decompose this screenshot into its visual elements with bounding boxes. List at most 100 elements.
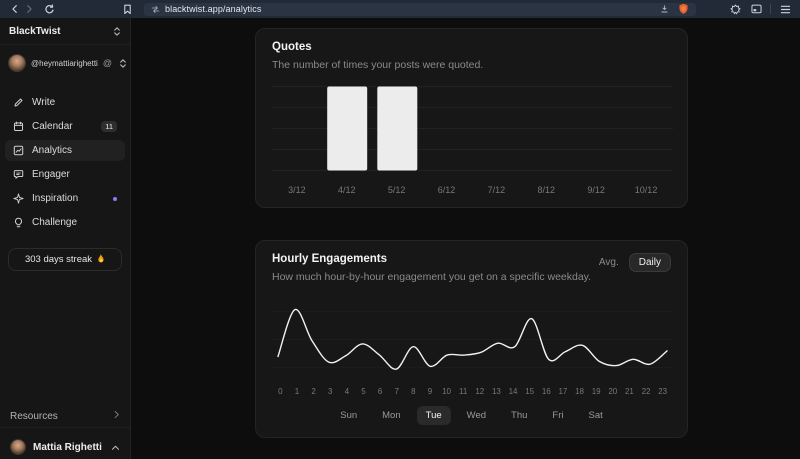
bar-x-tick: 7/12 (487, 185, 506, 195)
extensions-icon[interactable] (728, 2, 742, 16)
window-icon[interactable] (749, 2, 763, 16)
user-avatar (10, 439, 26, 455)
weekday-button-sat[interactable]: Sat (588, 410, 603, 421)
tune-icon[interactable] (150, 2, 160, 16)
chevron-up-icon (111, 438, 120, 456)
sidebar-item-label: Challenge (32, 217, 78, 228)
reload-icon[interactable] (42, 2, 56, 16)
quotes-bar-chart: 3/12 4/12 5/12 6/12 7/12 8/12 9/12 10/12 (272, 86, 673, 195)
line-x-tick: 20 (608, 387, 618, 396)
sidebar-item-label: Inspiration (32, 193, 79, 204)
line-x-tick: 23 (658, 387, 668, 396)
line-x-tick: 12 (475, 387, 485, 396)
sidebar-item-inspiration[interactable]: Inspiration (5, 188, 125, 209)
daily-toggle-option[interactable]: Daily (628, 253, 671, 272)
account-handle: @heymattiarighetti (31, 58, 98, 68)
line-x-tick: 18 (575, 387, 585, 396)
browser-toolbar: blacktwist.app/analytics (0, 0, 800, 18)
streak-label: 303 days streak (24, 254, 93, 265)
sidebar-item-label: Analytics (32, 145, 73, 156)
bar-x-tick: 6/12 (437, 185, 456, 195)
line-x-tick: 22 (641, 387, 651, 396)
sidebar-item-analytics[interactable]: Analytics (5, 140, 125, 161)
pencil-icon (13, 97, 24, 108)
line-chart-x-axis: 0 1 2 3 4 5 6 7 8 9 10 11 12 13 14 15 16 17 18 19 20 21 22 23 (272, 387, 671, 396)
line-x-tick: 8 (411, 387, 416, 396)
user-name: Mattia Righetti (33, 441, 102, 453)
line-x-tick: 2 (311, 387, 316, 396)
main-content: Quotes The number of times your posts we… (132, 18, 800, 459)
sidebar-item-label: Write (32, 97, 56, 108)
analytics-icon (13, 145, 24, 156)
hourly-line-chart: 0 1 2 3 4 5 6 7 8 9 10 11 12 13 14 15 16 17 18 19 20 21 22 23 (272, 295, 673, 396)
calendar-icon (13, 121, 24, 132)
sidebar-item-engager[interactable]: Engager (5, 164, 125, 185)
bar-x-tick: 8/12 (537, 185, 556, 195)
bar-x-tick: 9/12 (587, 185, 605, 195)
sidebar-item-write[interactable]: Write (5, 92, 125, 113)
workspace-selector[interactable]: BlackTwist (0, 18, 130, 45)
account-avatar (8, 54, 26, 72)
bookmark-icon[interactable] (120, 2, 134, 16)
sidebar-item-resources[interactable]: Resources (0, 405, 130, 427)
line-x-tick: 10 (442, 387, 452, 396)
line-x-tick: 19 (591, 387, 601, 396)
line-x-tick: 9 (427, 387, 433, 396)
weekday-selector: Sun Mon Tue Wed Thu Fri Sat (272, 406, 671, 425)
bulb-icon (13, 217, 24, 228)
hourly-title: Hourly Engagements (272, 253, 388, 265)
weekday-button-mon[interactable]: Mon (382, 410, 401, 421)
line-x-tick: 16 (541, 387, 551, 396)
user-menu[interactable]: Mattia Righetti (0, 427, 130, 459)
line-x-tick: 1 (294, 387, 300, 396)
sidebar-nav: Write Calendar 11 Analytics Engager Inspirati… (0, 92, 130, 233)
bar-x-tick: 10/12 (634, 185, 658, 195)
menu-icon[interactable] (778, 2, 792, 16)
brave-shield-icon[interactable] (676, 2, 690, 16)
hourly-engagements-card: Hourly Engagements How much hour-by-hour… (255, 240, 688, 438)
bar-x-tick: 5/12 (387, 185, 406, 195)
line-x-tick: 15 (525, 387, 535, 396)
account-selector[interactable]: @heymattiarighetti @ (0, 48, 130, 78)
bar-x-tick: 4/12 (338, 185, 356, 195)
line-x-tick: 6 (377, 387, 383, 396)
line-x-tick: 5 (361, 387, 366, 396)
weekday-button-tue[interactable]: Tue (416, 406, 451, 425)
chevron-updown-icon (113, 26, 121, 37)
line-x-tick: 11 (459, 387, 468, 396)
address-bar[interactable]: blacktwist.app/analytics (144, 2, 696, 16)
back-icon[interactable] (8, 2, 22, 16)
weekday-button-thu[interactable]: Thu (511, 410, 528, 421)
chat-icon (13, 169, 24, 180)
calendar-count-badge: 11 (101, 120, 117, 133)
line-x-tick: 7 (394, 387, 399, 396)
sidebar-item-label: Engager (32, 169, 70, 180)
weekday-button-fri[interactable]: Fri (552, 410, 564, 421)
bar-x-tick: 3/12 (288, 185, 306, 195)
avg-daily-toggle: Avg. Daily (599, 253, 671, 272)
sidebar-item-challenge[interactable]: Challenge (5, 212, 125, 233)
url-text: blacktwist.app/analytics (165, 4, 262, 14)
quotes-subtitle: The number of times your posts were quot… (272, 59, 484, 71)
quotes-title: Quotes (272, 41, 312, 53)
line-x-tick: 3 (327, 387, 333, 396)
weekday-button-wed[interactable]: Wed (466, 410, 487, 421)
hourly-subtitle: How much hour-by-hour engagement you get… (272, 271, 592, 283)
notification-dot (113, 196, 117, 201)
download-icon[interactable] (657, 2, 671, 16)
chevron-updown-icon (119, 58, 127, 69)
workspace-name: BlackTwist (9, 25, 61, 37)
line-x-tick: 17 (558, 387, 568, 396)
threads-icon: @ (102, 58, 112, 68)
line-x-tick: 4 (344, 387, 350, 396)
resources-label: Resources (10, 410, 58, 422)
forward-icon[interactable] (22, 2, 36, 16)
sidebar-item-calendar[interactable]: Calendar 11 (5, 116, 125, 137)
fire-icon (96, 253, 105, 267)
sidebar: BlackTwist @heymattiarighetti @ Write Cal… (0, 18, 131, 459)
quotes-card: Quotes The number of times your posts we… (255, 28, 688, 208)
avg-toggle-option[interactable]: Avg. (598, 257, 619, 268)
line-x-tick: 13 (491, 387, 501, 396)
streak-badge[interactable]: 303 days streak (8, 248, 122, 271)
weekday-button-sun[interactable]: Sun (340, 410, 358, 421)
